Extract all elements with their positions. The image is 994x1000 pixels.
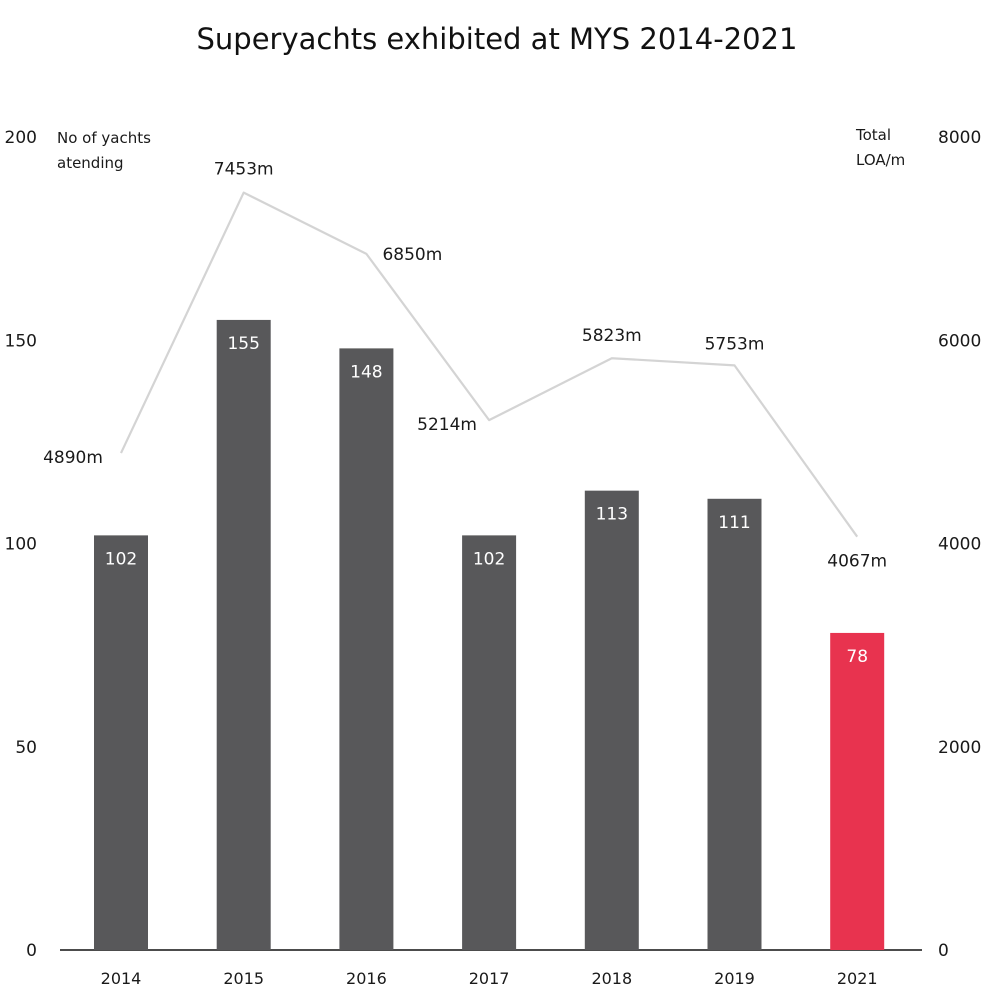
left-tick-label: 150 <box>5 331 37 351</box>
line-value-label: 5753m <box>705 334 765 354</box>
bar <box>94 535 148 950</box>
bar-value-label: 102 <box>473 549 505 569</box>
right-tick-label: 2000 <box>938 738 981 758</box>
left-tick-label: 200 <box>5 128 37 148</box>
chart-title: Superyachts exhibited at MYS 2014-2021 <box>197 22 798 56</box>
bar-value-label: 78 <box>846 647 868 667</box>
line-value-label: 5214m <box>417 415 477 435</box>
bars-layer <box>94 319 885 950</box>
bar <box>339 348 394 950</box>
right-tick-label: 6000 <box>938 331 981 351</box>
bar-value-label: 155 <box>227 334 259 354</box>
bar-value-label: 148 <box>350 362 382 382</box>
bar <box>584 490 639 950</box>
left-tick-label: 0 <box>26 941 37 961</box>
line-value-label: 5823m <box>582 326 642 346</box>
line-series <box>120 191 859 538</box>
bar <box>707 498 762 950</box>
x-tick-label: 2018 <box>591 969 632 988</box>
x-tick-label: 2019 <box>714 969 755 988</box>
right-tick-label: 4000 <box>938 535 981 555</box>
right-tick-label: 8000 <box>938 128 981 148</box>
left-axis-title: atending <box>57 154 124 172</box>
bar <box>216 319 271 950</box>
line-layer <box>120 191 859 538</box>
x-tick-label: 2014 <box>101 969 142 988</box>
labels-layer: 102 155 148 102 113 111 78 4890m 7453m 6850m 5214m… <box>43 160 887 667</box>
left-axis-title: No of yachts <box>57 129 151 147</box>
line-value-label: 4890m <box>43 448 103 468</box>
bar-value-label: 111 <box>718 513 750 533</box>
x-tick-label: 2015 <box>223 969 264 988</box>
x-tick-label: 2021 <box>837 969 878 988</box>
x-tick-label: 2017 <box>469 969 510 988</box>
line-value-label: 6850m <box>382 245 442 265</box>
bar-value-label: 113 <box>596 505 628 525</box>
bar <box>462 535 517 950</box>
right-axis-title: LOA/m <box>856 151 905 169</box>
line-value-label: 7453m <box>214 160 274 180</box>
x-tick-label: 2016 <box>346 969 387 988</box>
line-value-label: 4067m <box>827 552 887 572</box>
bar-value-label: 102 <box>105 549 137 569</box>
left-tick-label: 50 <box>15 738 37 758</box>
right-axis-title: Total <box>855 126 891 144</box>
bar <box>830 632 885 950</box>
right-tick-label: 0 <box>938 941 949 961</box>
left-tick-label: 100 <box>5 535 37 555</box>
